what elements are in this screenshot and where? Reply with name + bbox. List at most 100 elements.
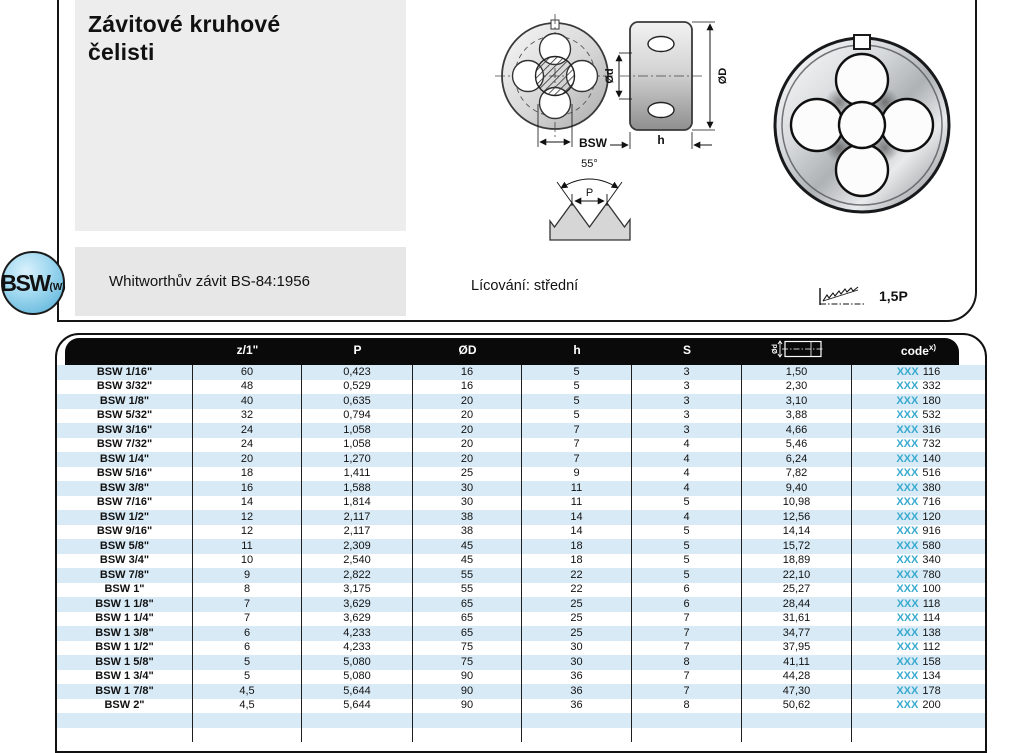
table-row: BSW 1 1/8" 7 3,629 65 25 6 28,44 XXX 118 <box>57 597 985 612</box>
cell-height: 5 <box>522 408 632 423</box>
cell-core-diameter: 14,14 <box>742 524 852 539</box>
cell-pitch: 2,117 <box>302 510 413 525</box>
cell-core-diameter: 37,95 <box>742 640 852 655</box>
table-row: BSW 7/32" 24 1,058 20 7 4 5,46 XXX 732 <box>57 437 985 452</box>
cell-slot: 5 <box>632 568 742 583</box>
cell-core-diameter: 12,56 <box>742 510 852 525</box>
cell-core-diameter: 1,50 <box>742 365 852 380</box>
title-panel: Závitové kruhové čelisti <box>75 0 406 231</box>
cell-pitch: 5,080 <box>302 669 413 684</box>
badge-main-label: BSW <box>0 269 51 296</box>
cell-slot: 4 <box>632 481 742 496</box>
cell-tpi: 11 <box>193 539 302 554</box>
cell-tpi: 10 <box>193 553 302 568</box>
cell-code-number: 732 <box>922 438 941 451</box>
cell-code-number: 716 <box>922 496 941 509</box>
table-row: BSW 1 5/8" 5 5,080 75 30 8 41,11 XXX 158 <box>57 655 985 670</box>
cell-slot: 4 <box>632 466 742 481</box>
cell-outer-diameter: 90 <box>413 684 522 699</box>
cell-code-number: 134 <box>922 670 941 683</box>
col-header-code-text: code <box>900 343 929 358</box>
cell-code: XXX 140 <box>852 452 985 467</box>
bsw-dim-label: BSW <box>579 136 608 150</box>
cell-core-diameter: 28,44 <box>742 597 852 612</box>
cell-slot: 7 <box>632 669 742 684</box>
cell-tpi: 9 <box>193 568 302 583</box>
col-header-code: codex) <box>852 343 985 358</box>
cell-core-diameter: 3,88 <box>742 408 852 423</box>
cell-code-prefix: XXX <box>896 409 919 422</box>
cell-code-number: 332 <box>922 380 941 393</box>
cell-height: 14 <box>522 524 632 539</box>
cell-outer-diameter: 45 <box>413 553 522 568</box>
cell-code-number: 780 <box>922 568 941 581</box>
cell-pitch: 5,080 <box>302 655 413 670</box>
table-row: BSW 9/16" 12 2,117 38 14 5 14,14 XXX 916 <box>57 524 985 539</box>
cell-size <box>57 727 193 742</box>
cell-core-diameter: 5,46 <box>742 437 852 452</box>
cell-code-prefix: XXX <box>896 612 919 625</box>
cell-outer-diameter <box>413 713 522 728</box>
cell-size: BSW 1" <box>57 582 193 597</box>
page-title: Závitové kruhové čelisti <box>88 10 406 66</box>
cell-pitch: 1,588 <box>302 481 413 496</box>
cell-code-prefix: XXX <box>896 510 919 523</box>
cell-outer-diameter: 55 <box>413 582 522 597</box>
cell-code-number: 516 <box>922 467 941 480</box>
cell-size: BSW 5/8" <box>57 539 193 554</box>
cell-outer-diameter: 16 <box>413 379 522 394</box>
cell-tpi: 7 <box>193 611 302 626</box>
cell-size: BSW 9/16" <box>57 524 193 539</box>
cell-slot: 3 <box>632 423 742 438</box>
table-row: BSW 1 1/2" 6 4,233 75 30 7 37,95 XXX 112 <box>57 640 985 655</box>
cell-tpi: 18 <box>193 466 302 481</box>
cell-slot: 8 <box>632 655 742 670</box>
table-row: BSW 3/4" 10 2,540 45 18 5 18,89 XXX 340 <box>57 553 985 568</box>
cell-code-prefix: XXX <box>896 539 919 552</box>
die-front-view <box>495 14 615 139</box>
cell-height: 5 <box>522 365 632 380</box>
table-row: BSW 1 3/8" 6 4,233 65 25 7 34,77 XXX 138 <box>57 626 985 641</box>
cell-slot <box>632 727 742 742</box>
cell-height: 14 <box>522 510 632 525</box>
thread-profile-drawing: 55° P <box>549 158 631 241</box>
cell-outer-diameter: 20 <box>413 452 522 467</box>
cell-size: BSW 3/4" <box>57 553 193 568</box>
cell-slot: 7 <box>632 611 742 626</box>
cell-pitch: 2,822 <box>302 568 413 583</box>
cell-height: 5 <box>522 379 632 394</box>
cell-outer-diameter: 65 <box>413 626 522 641</box>
cell-size: BSW 1 5/8" <box>57 655 193 670</box>
table-body: BSW 1/16" 60 0,423 16 5 3 1,50 XXX 116 BS… <box>57 365 985 742</box>
cell-height: 11 <box>522 495 632 510</box>
cell-code-number: 100 <box>922 583 941 596</box>
cell-height: 9 <box>522 466 632 481</box>
cell-code-number: 116 <box>922 365 941 378</box>
cell-size: BSW 5/16" <box>57 466 193 481</box>
cell-pitch: 0,529 <box>302 379 413 394</box>
table-row: BSW 1/4" 20 1,270 20 7 4 6,24 XXX 140 <box>57 452 985 467</box>
cell-code: XXX 780 <box>852 568 985 583</box>
cell-height: 36 <box>522 698 632 713</box>
cell-tpi: 20 <box>193 452 302 467</box>
core-diameter-icon: Ød <box>772 339 824 358</box>
cell-tpi: 12 <box>193 510 302 525</box>
cell-height: 25 <box>522 611 632 626</box>
cell-code: XXX 134 <box>852 670 985 685</box>
cell-core-diameter: 31,61 <box>742 611 852 626</box>
cell-slot: 5 <box>632 539 742 554</box>
fit-note: Lícování: střední <box>471 278 579 294</box>
cell-outer-diameter: 45 <box>413 539 522 554</box>
cell-slot: 5 <box>632 553 742 568</box>
cell-code: XXX 100 <box>852 583 985 598</box>
cell-outer-diameter: 20 <box>413 408 522 423</box>
cell-slot <box>632 713 742 728</box>
cell-tpi: 60 <box>193 365 302 380</box>
die-product-image <box>773 34 951 214</box>
cell-pitch: 0,635 <box>302 394 413 409</box>
cell-code: XXX 580 <box>852 539 985 554</box>
cell-height: 11 <box>522 481 632 496</box>
cell-outer-diameter: 20 <box>413 423 522 438</box>
cell-code-number: 916 <box>922 525 941 538</box>
cell-code-number: 532 <box>922 409 941 422</box>
